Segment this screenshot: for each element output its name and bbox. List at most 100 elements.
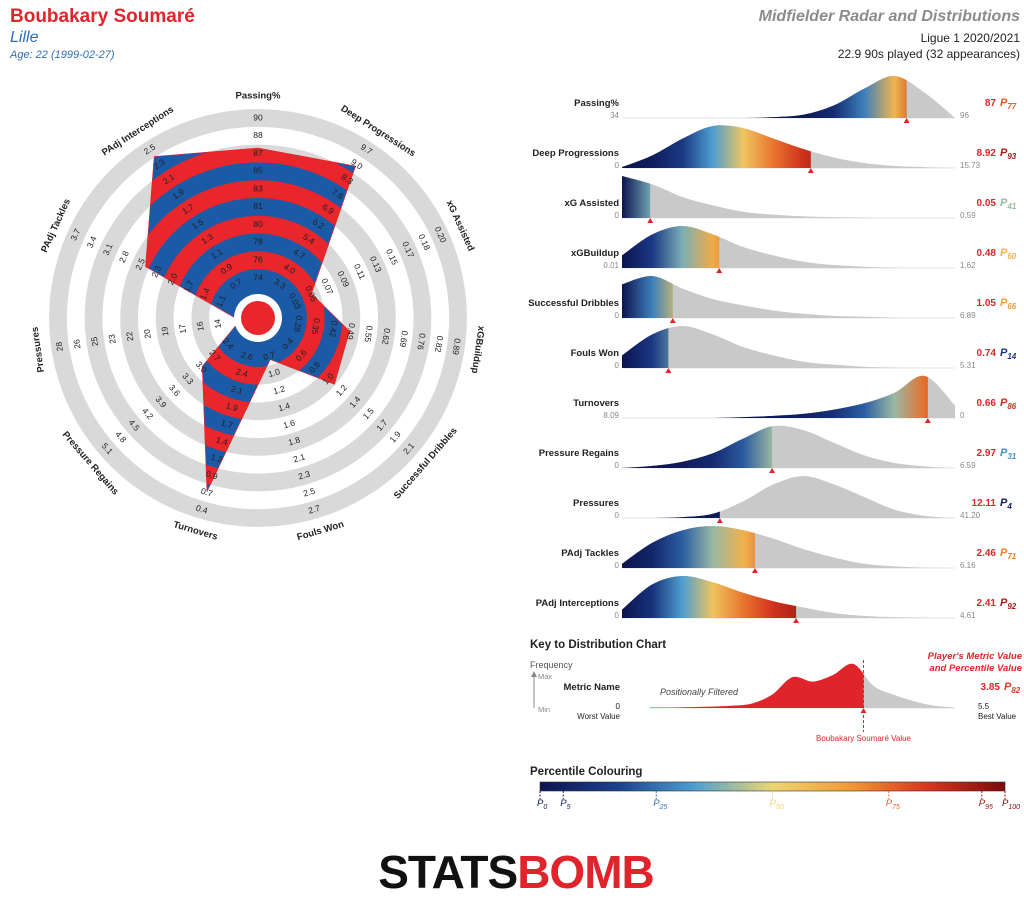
percentile-symbol: P: [1000, 297, 1008, 309]
radar-tick-label: 76: [253, 254, 263, 264]
percentile-label: P86: [1000, 397, 1017, 411]
scale-tick-label: P75: [886, 798, 900, 811]
radar-tick-label: 74: [253, 272, 263, 282]
radar-tick-label: 0.35: [310, 317, 322, 335]
scale-tick-label: P50: [770, 798, 784, 811]
density-fill: [622, 575, 797, 618]
min-label: 34: [610, 111, 619, 120]
min-label: 0: [615, 161, 620, 170]
percentile-symbol: P: [537, 798, 544, 809]
key-value: 3.85: [981, 682, 1001, 693]
metric-name: Fouls Won: [571, 348, 620, 359]
percentile-symbol: P: [1000, 197, 1008, 209]
percentile-number: 0: [543, 804, 547, 811]
value-label: 2.41: [977, 598, 997, 609]
percentile-symbol: P: [979, 798, 986, 809]
radar-tick-label: 1.6: [282, 417, 296, 430]
density-fill: [622, 375, 928, 419]
value-label: 8.92: [977, 148, 997, 159]
radar-tick-label: 0.62: [380, 328, 392, 346]
density-fill: [650, 663, 864, 708]
density-fill: [622, 176, 651, 218]
percentile-symbol: P: [1000, 247, 1008, 259]
key-marker-label: Boubakary Soumaré Value: [816, 734, 912, 743]
percentile-number: 4: [1006, 502, 1012, 511]
radar-tick-label: 3.4: [85, 234, 99, 249]
radar-tick-label: 1.8: [287, 434, 301, 447]
density-fill: [622, 226, 720, 268]
radar-tick-label: 0.7: [262, 349, 276, 362]
radar-tick-label: 2.6: [240, 349, 254, 362]
scale-title: Percentile Colouring: [530, 766, 642, 778]
radar-axis-label: Pressures: [30, 326, 47, 373]
radar-tick-label: 22: [124, 331, 135, 342]
density-fill: [622, 511, 720, 519]
scale-tick-label: P5: [560, 798, 570, 811]
scale-tick-label: P95: [979, 798, 993, 811]
max-label: 0.59: [960, 211, 976, 220]
radar-tick-label: 88: [253, 130, 263, 140]
radar-tick-label: 2.3: [297, 469, 311, 482]
radar-tick-label: 0.69: [398, 330, 410, 348]
value-label: 0.66: [977, 398, 997, 409]
density-curve: [622, 176, 955, 219]
radar-tick-label: 0.49: [345, 322, 357, 340]
value-marker: [807, 168, 814, 173]
value-marker: [716, 268, 723, 273]
key-callout: Player's Metric Value: [928, 651, 1023, 662]
percentile-label: P4: [1000, 497, 1012, 511]
density-fill: [622, 75, 907, 119]
radar-tick-label: 0.76: [415, 333, 427, 351]
percentile-symbol: P: [1002, 798, 1009, 809]
max-label: 0: [960, 411, 965, 420]
value-label: 0.05: [977, 198, 997, 209]
percentile-number: 86: [1007, 402, 1016, 411]
radar-tick-label: 2.0: [165, 271, 179, 286]
radar-tick-label: 78: [253, 237, 263, 247]
radar-tick-label: 0.55: [363, 325, 375, 343]
radar-tick-label: 1.2: [210, 452, 224, 465]
value-marker: [924, 418, 931, 423]
metric-name: PAdj Interceptions: [536, 598, 619, 609]
percentile-symbol: P: [1000, 347, 1008, 359]
min-label: 0: [615, 311, 620, 320]
percentile-number: 14: [1007, 352, 1016, 361]
radar-tick-label: 20: [142, 328, 153, 339]
percentile-symbol: P: [1000, 547, 1008, 559]
metric-name: Passing%: [574, 98, 619, 109]
key-min: 0: [616, 702, 621, 711]
min-label: 0.01: [603, 261, 619, 270]
density-curve: [622, 425, 955, 468]
logo-left: STATS: [378, 846, 517, 898]
radar-tick-label: 0.7: [200, 486, 214, 499]
min-label: 0: [615, 611, 620, 620]
density-fill: [622, 328, 669, 368]
density-curve: [622, 476, 955, 519]
value-marker: [669, 318, 676, 323]
radar-tick-label: 0.4: [195, 503, 209, 516]
key-filter: Positionally Filtered: [660, 687, 739, 697]
radar-tick-label: 2.5: [302, 486, 316, 499]
radar-centre: [241, 301, 275, 335]
radar-tick-label: 81: [253, 201, 263, 211]
scale-tick-label: P25: [653, 798, 667, 811]
percentile-symbol: P: [1000, 397, 1008, 409]
radar-tick-label: 23: [106, 333, 117, 344]
radar-axis-label: Passing%: [236, 91, 281, 102]
value-label: 0.74: [977, 348, 997, 359]
scale-tick-label: P0: [537, 798, 547, 811]
minutes-played: 22.9 90s played (32 appearances): [838, 47, 1020, 61]
logo: STATSBOMB: [378, 846, 654, 898]
metric-name: Pressure Regains: [539, 448, 619, 459]
min-label: 0: [615, 461, 620, 470]
min-label: 8.09: [603, 411, 619, 420]
metric-name: xG Assisted: [564, 198, 619, 209]
percentile-label: P71: [1000, 547, 1017, 561]
radar-tick-label: 2.3: [149, 264, 163, 279]
metric-name: Deep Progressions: [532, 148, 619, 159]
radar-tick-label: 25: [89, 336, 100, 347]
value-marker: [751, 568, 758, 573]
metric-name: Turnovers: [573, 398, 619, 409]
density-fill: [622, 275, 673, 318]
